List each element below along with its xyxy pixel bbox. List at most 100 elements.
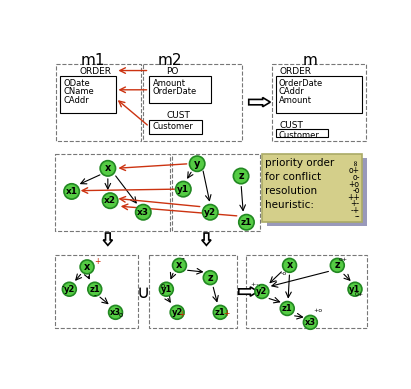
- Polygon shape: [202, 233, 211, 245]
- Text: x: x: [105, 163, 111, 173]
- Text: o+: o+: [349, 166, 360, 175]
- Polygon shape: [249, 98, 270, 107]
- Text: +o: +o: [314, 308, 323, 313]
- Text: Amount: Amount: [279, 96, 312, 105]
- Circle shape: [203, 271, 217, 285]
- Circle shape: [233, 168, 249, 184]
- Text: CAddr: CAddr: [63, 96, 89, 105]
- Circle shape: [203, 205, 218, 220]
- Circle shape: [283, 258, 296, 272]
- Bar: [262, 154, 362, 222]
- Bar: [143, 64, 242, 140]
- Circle shape: [64, 184, 79, 199]
- Circle shape: [348, 282, 362, 296]
- Bar: [149, 254, 237, 328]
- Circle shape: [330, 258, 344, 272]
- Text: -+: -+: [351, 206, 360, 215]
- Circle shape: [88, 282, 102, 296]
- Text: OrderDate: OrderDate: [152, 88, 197, 96]
- Text: x: x: [84, 262, 90, 272]
- Text: x: x: [286, 260, 293, 270]
- Text: ++: ++: [347, 193, 360, 202]
- Text: +: +: [179, 310, 185, 319]
- Circle shape: [80, 260, 94, 274]
- Bar: [60, 76, 115, 113]
- Text: CAddr: CAddr: [279, 88, 305, 96]
- Text: o: o: [160, 283, 164, 289]
- Text: o-: o-: [352, 173, 360, 182]
- Text: CUST: CUST: [166, 110, 190, 119]
- Text: z1: z1: [241, 218, 252, 227]
- Text: x3: x3: [110, 308, 121, 317]
- Text: +-: +-: [351, 199, 360, 208]
- Circle shape: [175, 181, 191, 197]
- Circle shape: [62, 282, 76, 296]
- Text: y1: y1: [161, 285, 172, 294]
- Circle shape: [109, 305, 122, 319]
- Text: o+: o+: [339, 257, 348, 262]
- Text: m1: m1: [80, 53, 105, 68]
- Text: y2: y2: [204, 208, 216, 217]
- Text: y1: y1: [349, 285, 361, 294]
- Text: ODate: ODate: [63, 79, 90, 88]
- Circle shape: [189, 156, 205, 172]
- Bar: [267, 158, 367, 226]
- Text: ORDER: ORDER: [79, 67, 111, 76]
- Text: ∪: ∪: [137, 284, 150, 302]
- Circle shape: [255, 285, 269, 298]
- Text: ORDER: ORDER: [279, 67, 312, 76]
- Text: z1: z1: [215, 308, 226, 317]
- Text: PO: PO: [166, 67, 179, 76]
- Text: Customer: Customer: [279, 131, 320, 140]
- Bar: [55, 154, 170, 231]
- Text: x3: x3: [305, 318, 316, 327]
- Text: m: m: [303, 53, 318, 68]
- Polygon shape: [239, 287, 258, 296]
- Circle shape: [303, 315, 317, 329]
- Circle shape: [173, 258, 186, 272]
- Text: ∞: ∞: [351, 160, 360, 166]
- Text: Amount: Amount: [152, 79, 185, 88]
- Bar: [272, 64, 366, 140]
- Text: +-,: +-,: [251, 281, 263, 286]
- Text: -o: -o: [352, 186, 360, 195]
- Polygon shape: [103, 233, 113, 245]
- Text: y1: y1: [177, 185, 189, 194]
- Text: Customer: Customer: [152, 122, 194, 131]
- Bar: [247, 254, 367, 328]
- Bar: [56, 64, 141, 140]
- Text: x: x: [176, 260, 182, 270]
- Text: y: y: [194, 159, 200, 169]
- Text: +: +: [94, 257, 100, 266]
- Text: -: -: [93, 291, 96, 300]
- Circle shape: [100, 161, 115, 176]
- Text: z: z: [208, 273, 213, 283]
- Bar: [150, 76, 211, 103]
- Text: +: +: [223, 309, 230, 318]
- Text: 0+: 0+: [354, 292, 363, 297]
- Text: y2: y2: [64, 285, 75, 294]
- Text: y2: y2: [256, 287, 268, 296]
- Text: -: -: [182, 254, 185, 263]
- Text: z1: z1: [282, 304, 293, 313]
- Circle shape: [170, 305, 184, 319]
- Text: x3: x3: [137, 208, 149, 217]
- Text: m2: m2: [157, 53, 182, 68]
- Text: z: z: [238, 171, 244, 181]
- Circle shape: [239, 215, 254, 230]
- Text: y2: y2: [171, 308, 183, 317]
- Text: x1: x1: [66, 187, 78, 196]
- Circle shape: [102, 193, 118, 209]
- Text: +o: +o: [349, 179, 360, 189]
- Text: z: z: [335, 260, 340, 270]
- Text: o: o: [119, 312, 123, 318]
- Text: priority order
for conflict
resolution
heuristic:: priority order for conflict resolution h…: [265, 158, 334, 210]
- Circle shape: [159, 282, 173, 296]
- Text: OrderDate: OrderDate: [279, 79, 323, 88]
- Text: z1: z1: [89, 285, 100, 294]
- Text: --: --: [354, 212, 360, 221]
- Circle shape: [280, 301, 294, 315]
- Text: x2: x2: [104, 196, 116, 205]
- Bar: [150, 120, 202, 134]
- Text: CUST: CUST: [279, 121, 303, 130]
